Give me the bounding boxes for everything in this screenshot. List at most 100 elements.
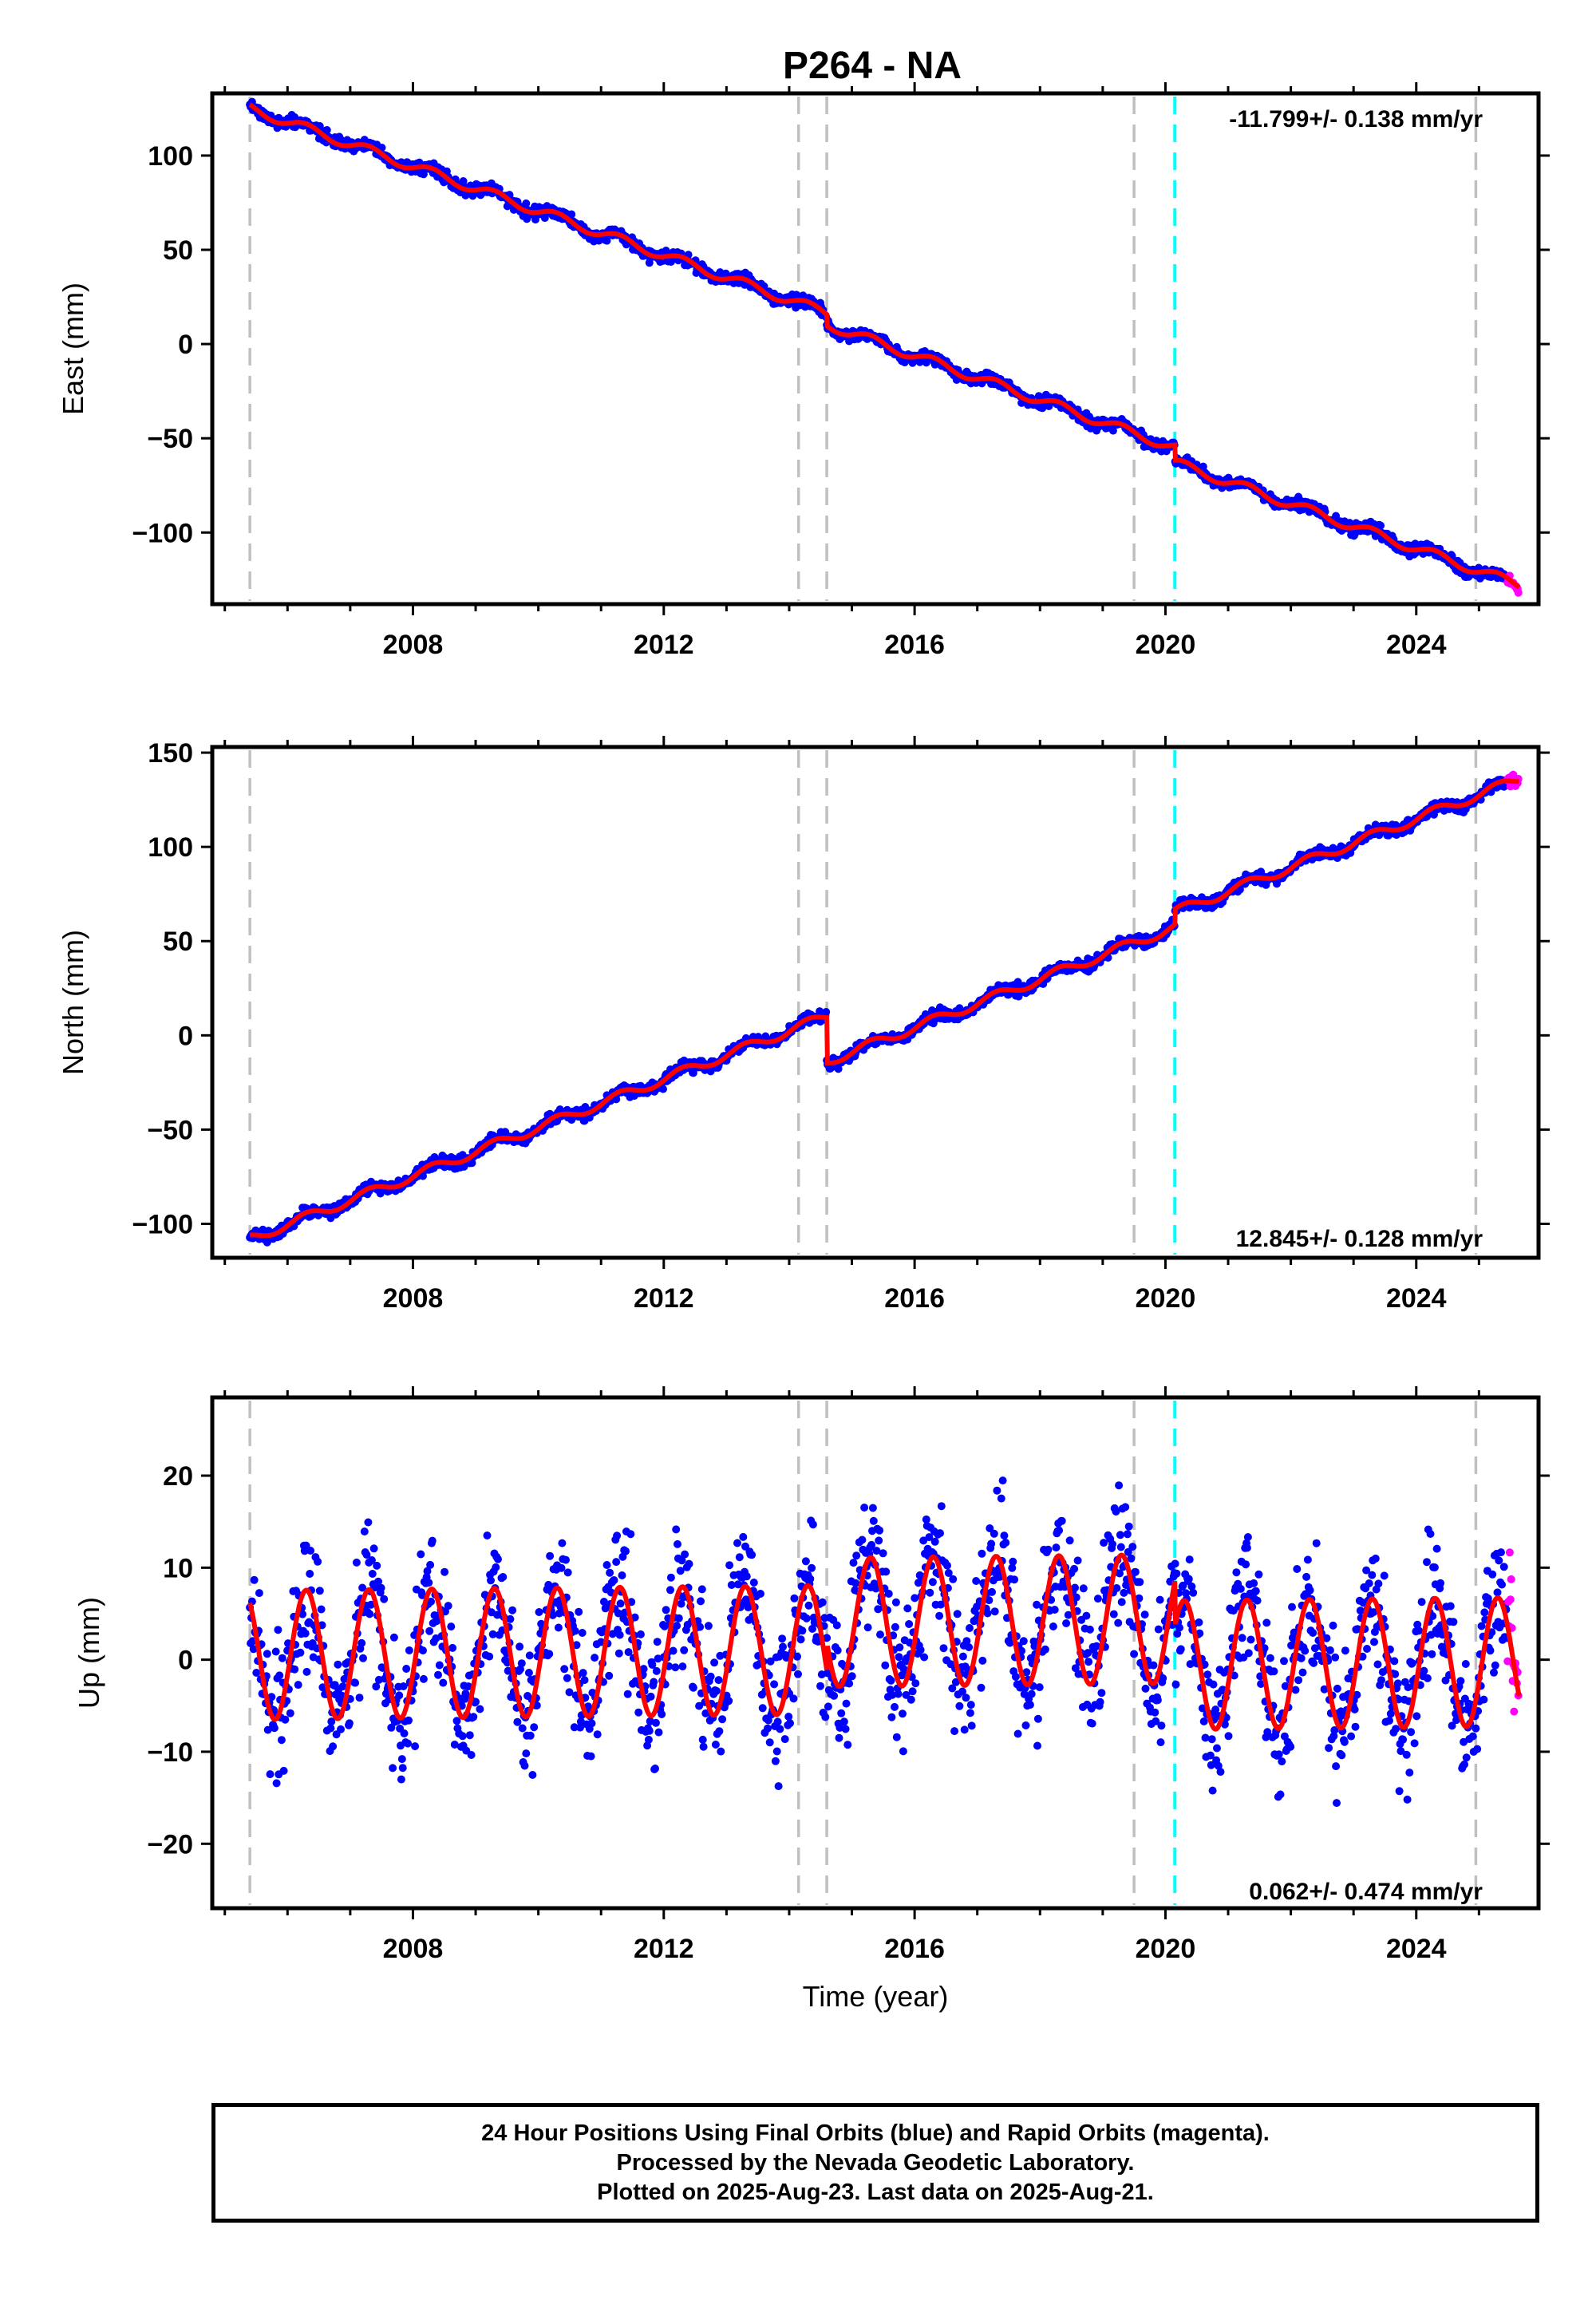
final-orbit-point <box>1109 1610 1118 1618</box>
final-orbit-point <box>554 1623 563 1632</box>
final-orbit-point <box>680 1646 689 1654</box>
final-orbit-point <box>765 1738 774 1747</box>
final-orbit-point <box>645 1726 654 1735</box>
final-orbit-point <box>806 1575 815 1583</box>
final-orbit-point <box>1010 1575 1019 1584</box>
final-orbit-point <box>290 1665 299 1674</box>
final-orbit-point <box>926 1588 934 1597</box>
final-orbit-point <box>884 1590 893 1598</box>
final-orbit-point <box>587 1719 596 1728</box>
final-orbit-point <box>965 1643 974 1651</box>
final-orbit-point <box>798 1626 807 1635</box>
final-orbit-point <box>891 1598 900 1607</box>
east-model-curve <box>248 102 1521 590</box>
final-orbit-point <box>1000 1531 1009 1540</box>
final-orbit-point <box>302 1667 311 1676</box>
final-orbit-point <box>1332 512 1341 520</box>
final-orbit-point <box>758 1704 767 1713</box>
final-orbit-point <box>725 1697 733 1705</box>
final-orbit-point <box>977 1683 986 1692</box>
final-orbit-point <box>499 1573 508 1581</box>
x-tick-label: 2008 <box>383 630 444 660</box>
final-orbit-point <box>492 1563 500 1571</box>
final-orbit-point <box>882 1567 891 1576</box>
x-tick-label: 2012 <box>634 1283 694 1314</box>
final-orbit-point <box>578 1629 587 1637</box>
final-orbit-point <box>742 1572 751 1581</box>
final-orbit-point <box>250 1575 259 1584</box>
final-orbit-point <box>725 1561 734 1570</box>
final-orbit-point <box>937 1502 946 1511</box>
final-orbit-point <box>337 1725 345 1733</box>
final-orbit-point <box>397 1755 406 1764</box>
final-orbit-point <box>614 1649 623 1658</box>
final-orbit-point <box>1112 1584 1121 1592</box>
final-orbit-point <box>605 1671 614 1680</box>
final-orbit-point <box>770 1680 779 1689</box>
final-orbit-point <box>847 1672 856 1681</box>
final-orbit-point <box>440 1567 449 1576</box>
final-orbit-point <box>476 1705 484 1713</box>
final-orbit-point <box>936 1529 944 1538</box>
final-orbit-point <box>887 1676 895 1685</box>
final-orbit-point <box>1140 1611 1149 1619</box>
north-rate-label: 12.845+/- 0.128 mm/yr <box>1236 1226 1483 1252</box>
final-orbit-point <box>818 1598 827 1607</box>
event-lines <box>248 1401 1478 1905</box>
final-orbit-point <box>468 1159 476 1168</box>
final-orbit-point <box>610 1576 618 1584</box>
final-orbit-point <box>1011 1673 1020 1681</box>
final-orbit-point <box>845 1679 854 1688</box>
final-orbit-point <box>868 1504 877 1512</box>
final-orbit-point <box>546 1551 555 1560</box>
final-orbit-point <box>978 1656 987 1665</box>
final-orbit-point <box>1013 1729 1022 1738</box>
final-orbit-point <box>1117 1598 1126 1607</box>
final-orbit-point <box>263 1650 271 1658</box>
final-orbit-point <box>360 1528 369 1535</box>
final-orbit-point <box>404 1739 413 1748</box>
final-orbit-point <box>849 1559 858 1567</box>
final-orbit-point <box>887 1713 896 1721</box>
final-orbit-point <box>988 1587 996 1596</box>
final-orbit-point <box>652 1666 661 1675</box>
final-orbit-point <box>972 1577 981 1585</box>
final-orbit-point <box>405 1716 413 1725</box>
final-orbit-point <box>1084 1658 1093 1666</box>
y-tick-label: 100 <box>148 832 193 863</box>
final-orbit-point <box>400 1729 409 1737</box>
final-orbit-point <box>651 1718 660 1727</box>
final-orbit-point <box>1130 1650 1139 1658</box>
final-orbit-point <box>816 1682 824 1690</box>
final-orbit-point <box>1049 1622 1057 1630</box>
final-orbit-point <box>1009 1557 1017 1566</box>
final-orbit-point <box>881 1661 890 1670</box>
final-orbit-point <box>674 1539 681 1548</box>
final-orbit-point <box>522 1749 531 1758</box>
final-orbit-point <box>1185 1555 1194 1564</box>
final-orbit-point <box>465 1731 474 1740</box>
final-orbit-point <box>697 1597 705 1606</box>
final-orbit-point <box>1121 1503 1130 1512</box>
final-orbit-point <box>875 1536 883 1545</box>
final-orbit-point <box>1108 1539 1116 1548</box>
final-orbit-point <box>879 1549 887 1558</box>
figure-title: P264 - NA <box>783 45 962 87</box>
final-orbit-point <box>281 1715 290 1724</box>
final-orbit-point <box>1124 1522 1133 1531</box>
final-orbit-point <box>654 1728 663 1737</box>
final-orbit-point <box>563 1568 572 1577</box>
x-tick-label: 2012 <box>634 630 694 660</box>
final-orbit-point <box>522 199 531 207</box>
final-orbit-point <box>671 1663 680 1672</box>
final-orbit-point <box>1070 1564 1079 1573</box>
final-orbit-point <box>1097 1689 1106 1697</box>
final-orbit-point <box>966 1624 974 1632</box>
final-orbit-point <box>1085 1625 1094 1634</box>
final-orbit-point <box>520 1761 529 1770</box>
final-orbit-point <box>905 1620 914 1628</box>
final-orbit-point <box>1033 1741 1041 1750</box>
final-orbit-point <box>526 1731 535 1740</box>
final-orbit-point <box>591 1654 599 1662</box>
final-orbit-point <box>858 1535 867 1544</box>
